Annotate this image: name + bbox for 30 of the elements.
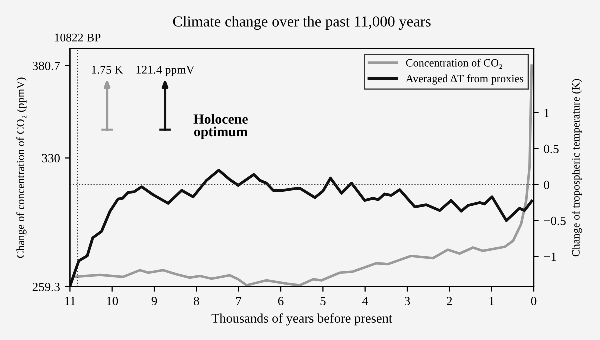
annotation: 1.75 K	[92, 66, 124, 74]
y2-tick-label: −0.5	[544, 216, 566, 226]
ref-line-label: 10822 BP	[55, 34, 101, 42]
x-tick-label: 3	[404, 297, 410, 306]
y2-tick-label: 0	[544, 180, 550, 190]
y-tick-label: 380.7	[32, 62, 60, 70]
legend-label: Averaged ΔT from proxies	[406, 74, 524, 85]
y-tick-label: 330	[42, 154, 60, 163]
y-axis-title: Change of concentration of CO₂ (ppmV)	[16, 78, 27, 258]
x-tick-label: 9	[152, 297, 158, 306]
x-tick-label: 10	[107, 297, 118, 306]
y2-tick-label: 1	[544, 109, 550, 118]
x-tick-label: 0	[531, 297, 537, 306]
y2-tick-label: 0.5	[544, 144, 559, 154]
x-axis-title: Thousands of years before present	[212, 314, 393, 326]
x-tick-label: 1	[490, 297, 494, 306]
y2-axis-title: Change of tropospheric temperature (K)	[572, 79, 582, 257]
annotation: 121.4 ppmV	[136, 66, 195, 76]
x-tick-label: 5	[320, 297, 326, 306]
annotation: Holocene optimum	[194, 114, 248, 140]
x-tick-label: 2	[447, 297, 452, 306]
x-tick-label: 11	[65, 297, 76, 306]
x-tick-label: 7	[236, 297, 242, 306]
x-tick-label: 6	[278, 297, 284, 306]
legend-label: Concentration of CO₂	[406, 58, 502, 69]
y-tick-label: 259.3	[32, 283, 60, 292]
x-tick-label: 4	[362, 297, 368, 306]
x-tick-label: 8	[194, 297, 200, 306]
chart-title: Climate change over the past 11,000 years	[173, 16, 431, 30]
y2-tick-label: −1	[544, 252, 556, 262]
